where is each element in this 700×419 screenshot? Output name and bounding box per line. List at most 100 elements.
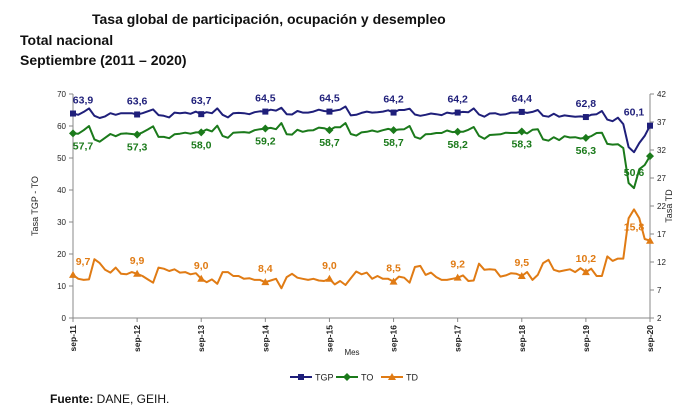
subtitle-scope: Total nacional: [20, 32, 114, 48]
td-marker: [325, 274, 334, 282]
x-tick-label: sep-16: [389, 325, 399, 352]
td-marker: [517, 272, 526, 279]
data-label-to: 58,7: [319, 137, 340, 149]
y-left-tick-label: 10: [57, 282, 66, 291]
data-label-tgp: 64,2: [447, 94, 468, 106]
to-marker: [133, 130, 142, 139]
legend-label-to: TO: [361, 373, 373, 383]
tgp-marker: [198, 111, 205, 118]
data-label-tgp: 64,5: [319, 93, 340, 105]
data-label-to: 58,3: [512, 138, 533, 150]
y-right-tick-label: 7: [657, 286, 662, 295]
to-marker: [517, 127, 526, 136]
data-label-td: 8,5: [386, 263, 401, 275]
to-marker: [261, 124, 270, 133]
y-axis-left-title: Tasa TGP - TO: [30, 176, 40, 236]
data-label-to: 50,6: [624, 167, 645, 179]
td-marker: [197, 274, 206, 282]
y-right-tick-label: 17: [657, 230, 666, 239]
x-tick-label: sep-18: [517, 325, 527, 352]
data-label-td: 9,7: [76, 256, 91, 268]
data-label-tgp: 62,8: [576, 98, 597, 110]
y-right-tick-label: 32: [657, 146, 666, 155]
source-note: Fuente: DANE, GEIH.: [50, 392, 169, 406]
td-marker: [453, 273, 462, 281]
y-left-tick-label: 50: [57, 154, 66, 163]
y-left-tick-label: 40: [57, 186, 66, 195]
legend-marker-td: [388, 373, 396, 380]
x-tick-label: sep-20: [645, 325, 655, 352]
legend-marker-tgp: [298, 374, 304, 380]
to-marker: [69, 129, 77, 138]
data-label-to: 57,3: [127, 142, 148, 154]
tgp-marker: [647, 122, 653, 129]
tgp-marker: [326, 108, 333, 115]
series-line-td: [72, 208, 651, 290]
series-line-tgp: [72, 105, 651, 154]
td-marker: [69, 270, 77, 278]
data-label-tgp: 64,2: [383, 94, 404, 106]
x-tick-label: sep-11: [68, 325, 78, 352]
x-tick-label: sep-19: [581, 325, 591, 352]
source-label: Fuente:: [50, 392, 94, 406]
y-right-tick-label: 12: [657, 258, 666, 267]
to-marker: [197, 128, 206, 137]
data-label-to: 56,3: [576, 145, 597, 157]
tgp-marker: [454, 109, 461, 116]
y-right-tick-label: 42: [657, 90, 666, 99]
y-right-tick-label: 2: [657, 314, 662, 323]
legend-label-td: TD: [406, 373, 418, 383]
data-label-tgp: 64,5: [255, 93, 276, 105]
tgp-marker: [70, 110, 76, 117]
to-marker: [325, 126, 334, 135]
data-label-to: 58,0: [191, 139, 212, 151]
x-tick-label: sep-17: [453, 325, 463, 352]
subtitle-period: Septiembre (2011 – 2020): [20, 52, 187, 68]
data-label-tgp: 63,9: [73, 95, 94, 107]
tgp-marker: [582, 114, 589, 121]
data-label-td: 9,0: [194, 260, 209, 272]
y-left-tick-label: 0: [62, 314, 67, 323]
td-marker: [389, 277, 398, 285]
data-label-tgp: 64,4: [512, 93, 533, 105]
data-label-to: 57,7: [73, 140, 94, 152]
tgp-marker: [262, 108, 269, 115]
to-marker: [453, 127, 462, 136]
x-tick-label: sep-14: [260, 325, 270, 352]
x-axis-title: Mes: [344, 348, 359, 357]
data-label-td: 9,5: [514, 257, 529, 269]
td-marker: [133, 269, 142, 277]
data-label-td: 9,9: [130, 255, 145, 267]
y-axis-right-title: Tasa TD: [664, 189, 674, 223]
to-marker: [646, 152, 654, 161]
data-label-td: 8,4: [258, 263, 273, 275]
td-marker: [261, 278, 270, 286]
series-line-to: [72, 122, 651, 190]
y-left-tick-label: 30: [57, 218, 66, 227]
y-right-tick-label: 27: [657, 174, 666, 183]
source-text: DANE, GEIH.: [93, 392, 170, 406]
td-marker: [646, 236, 654, 244]
y-left-tick-label: 70: [57, 90, 66, 99]
y-right-tick-label: 22: [657, 202, 666, 211]
legend-label-tgp: TGP: [315, 373, 334, 383]
tgp-marker: [518, 108, 525, 115]
tgp-marker: [134, 111, 141, 118]
td-marker: [581, 268, 590, 276]
y-right-tick-label: 37: [657, 118, 666, 127]
x-tick-label: sep-12: [132, 325, 142, 352]
legend-marker-to: [343, 373, 351, 381]
tgp-marker: [390, 109, 397, 116]
chart-title: Tasa global de participación, ocupación …: [92, 11, 446, 27]
x-tick-label: sep-13: [196, 325, 206, 352]
to-marker: [389, 126, 398, 135]
data-label-to: 59,2: [255, 136, 276, 148]
x-tick-label: sep-15: [324, 325, 334, 352]
data-label-tgp: 63,6: [127, 95, 148, 107]
data-label-to: 58,2: [447, 139, 468, 151]
data-label-td: 15,8: [624, 222, 645, 234]
to-marker: [581, 133, 590, 142]
y-left-tick-label: 60: [57, 122, 66, 131]
data-label-tgp: 60,1: [624, 107, 645, 119]
